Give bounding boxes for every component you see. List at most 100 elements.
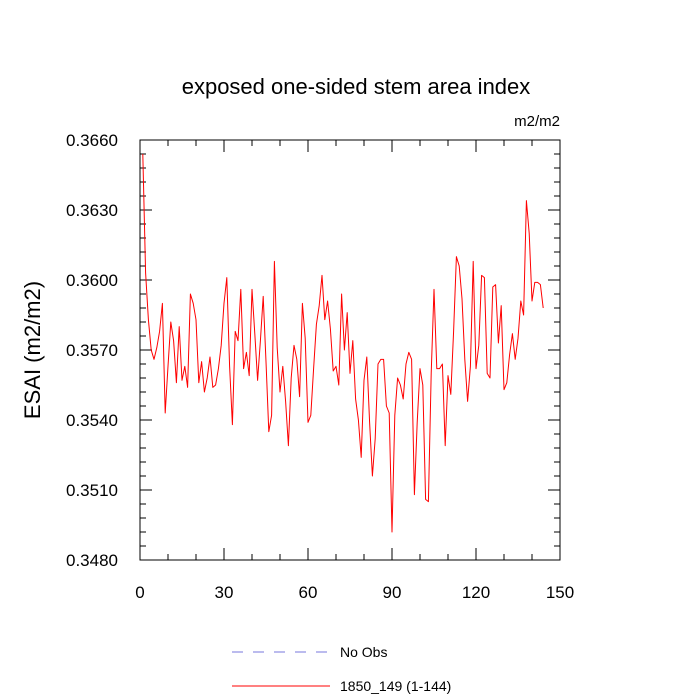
y-tick-label: 0.3570 [66, 341, 118, 360]
data-point [389, 413, 390, 414]
data-point [481, 275, 482, 276]
data-point [207, 378, 208, 379]
data-point [156, 347, 157, 348]
x-tick-label: 90 [383, 583, 402, 602]
data-point [210, 357, 211, 358]
data-point [190, 294, 191, 295]
data-point [467, 401, 468, 402]
y-tick-label: 0.3600 [66, 271, 118, 290]
data-point [428, 501, 429, 502]
data-point [392, 532, 393, 533]
data-point [459, 266, 460, 267]
data-point [422, 385, 423, 386]
data-point [341, 294, 342, 295]
data-point [238, 340, 239, 341]
data-point [543, 308, 544, 309]
data-point [492, 287, 493, 288]
data-point [478, 345, 479, 346]
data-point [520, 301, 521, 302]
data-point [537, 282, 538, 283]
data-point [282, 366, 283, 367]
data-point [232, 424, 233, 425]
data-point [322, 275, 323, 276]
y-tick-label: 0.3660 [66, 131, 118, 150]
data-point [198, 382, 199, 383]
data-point [445, 445, 446, 446]
data-point [532, 301, 533, 302]
data-point [495, 284, 496, 285]
data-point [305, 338, 306, 339]
data-point [193, 303, 194, 304]
data-point [439, 368, 440, 369]
data-point [243, 368, 244, 369]
data-point [378, 364, 379, 365]
x-tick-label: 0 [135, 583, 144, 602]
data-point [260, 340, 261, 341]
data-point [182, 380, 183, 381]
data-point [453, 331, 454, 332]
data-point [490, 378, 491, 379]
data-point [540, 284, 541, 285]
data-point [170, 322, 171, 323]
data-point [501, 305, 502, 306]
x-tick-label: 120 [462, 583, 490, 602]
data-point [319, 305, 320, 306]
data-point [235, 331, 236, 332]
data-point [411, 359, 412, 360]
data-point [386, 406, 387, 407]
data-point [299, 396, 300, 397]
data-point [394, 415, 395, 416]
data-point [215, 385, 216, 386]
data-point [350, 373, 351, 374]
data-point [498, 343, 499, 344]
y-tick-label: 0.3480 [66, 551, 118, 570]
data-point [302, 303, 303, 304]
data-point [254, 333, 255, 334]
data-point [285, 401, 286, 402]
data-point [277, 347, 278, 348]
y-tick-labels: 0.3480 0.3510 0.3540 0.3570 0.3600 0.3630 0.36… [66, 131, 118, 570]
data-point [462, 298, 463, 299]
data-point [383, 359, 384, 360]
data-point [526, 200, 527, 201]
y-tick-label: 0.3510 [66, 481, 118, 500]
data-point [176, 382, 177, 383]
data-point [512, 333, 513, 334]
data-point [364, 380, 365, 381]
data-point [425, 499, 426, 500]
data-point [417, 422, 418, 423]
data-point [313, 368, 314, 369]
data-point [450, 394, 451, 395]
data-point [372, 476, 373, 477]
data-point [288, 445, 289, 446]
data-point [218, 368, 219, 369]
data-point [476, 368, 477, 369]
data-point [344, 350, 345, 351]
x-tick-label: 30 [215, 583, 234, 602]
data-point [375, 438, 376, 439]
data-point [403, 399, 404, 400]
data-point [187, 387, 188, 388]
data-point [296, 359, 297, 360]
data-point [291, 378, 292, 379]
data-point [397, 378, 398, 379]
data-point [369, 422, 370, 423]
data-point [327, 301, 328, 302]
data-point [274, 261, 275, 262]
data-point [310, 415, 311, 416]
data-point [268, 431, 269, 432]
data-point [184, 366, 185, 367]
data-point [436, 368, 437, 369]
data-point [515, 359, 516, 360]
x-tick-labels: 0 30 60 90 120 150 [135, 583, 574, 602]
data-point [352, 340, 353, 341]
data-point [142, 154, 143, 155]
data-point [408, 352, 409, 353]
data-point [518, 338, 519, 339]
axis-ticks [139, 139, 561, 561]
data-point [406, 364, 407, 365]
data-point [240, 289, 241, 290]
plot-frame [139, 139, 561, 561]
data-point [271, 415, 272, 416]
